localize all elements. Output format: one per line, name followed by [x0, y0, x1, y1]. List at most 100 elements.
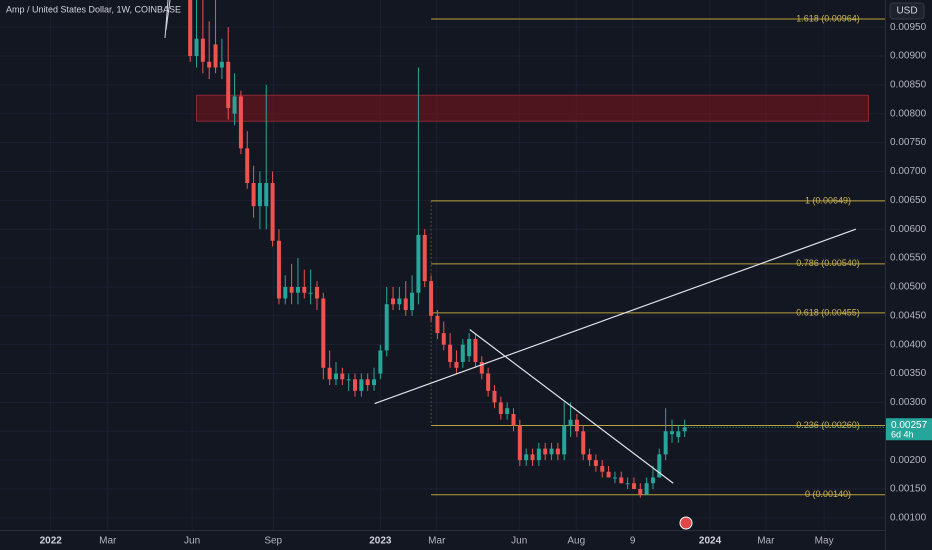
- candle-body: [581, 431, 586, 455]
- candle-body: [511, 413, 516, 426]
- candle-body: [422, 234, 427, 282]
- y-tick-label: 0.00100: [890, 513, 927, 524]
- candle-body: [314, 286, 319, 299]
- y-tick-label: 0.00700: [890, 166, 927, 177]
- drawing-fragment: [164, 0, 171, 39]
- candle-body: [448, 344, 453, 362]
- fib-label: 1 (0.00649): [805, 195, 851, 205]
- x-tick-label: 2024: [699, 536, 722, 547]
- candle-body: [372, 379, 377, 386]
- grid: [0, 0, 885, 530]
- candle-body: [676, 431, 681, 438]
- zone: [196, 94, 870, 122]
- price-tag: [886, 418, 932, 441]
- candle-body: [257, 183, 262, 207]
- candle-body: [492, 390, 497, 403]
- x-tick-label: Jun: [511, 536, 527, 547]
- candle-body: [270, 183, 275, 241]
- x-tick-label: 2023: [369, 536, 392, 547]
- x-tick-label: 2022: [40, 536, 63, 547]
- candle-body: [549, 448, 554, 455]
- y-tick-label: 0.00400: [890, 339, 927, 350]
- y-tick-label: 0.00750: [890, 137, 927, 148]
- candle-body: [505, 408, 510, 414]
- candle-body: [200, 38, 205, 62]
- candle-body: [625, 483, 630, 485]
- axes: 0.001000.001500.002000.002500.003000.003…: [40, 22, 932, 547]
- price-tag-label: 0.00257: [891, 420, 928, 431]
- candle-body: [517, 425, 522, 461]
- fib-label: 0.236 (0.00260): [796, 420, 860, 430]
- currency-button[interactable]: [889, 2, 925, 20]
- x-tick-label: Mar: [757, 536, 775, 547]
- candle-body: [295, 286, 300, 293]
- x-tick-label: Mar: [99, 536, 117, 547]
- candle-body: [365, 379, 370, 386]
- y-tick-label: 0.00150: [890, 484, 927, 495]
- candle-body: [219, 61, 224, 68]
- candle-body: [657, 454, 662, 478]
- candle-body: [663, 431, 668, 455]
- candle-body: [441, 333, 446, 345]
- y-tick-label: 0.00600: [890, 224, 927, 235]
- candle-body: [384, 304, 389, 351]
- event-icon[interactable]: [679, 516, 693, 530]
- candle-body: [669, 431, 674, 435]
- candle-body: [226, 61, 231, 108]
- x-tick-label: Mar: [428, 536, 446, 547]
- candle-body: [264, 183, 269, 207]
- currency-label[interactable]: USD: [896, 6, 917, 17]
- y-tick-label: 0.00800: [890, 108, 927, 119]
- y-tick-label: 0.00200: [890, 455, 927, 466]
- candle-body: [555, 448, 560, 455]
- candle-body: [397, 298, 402, 305]
- candle-body: [302, 286, 307, 293]
- candle-body: [600, 465, 605, 472]
- candle-body: [568, 419, 573, 426]
- candle-body: [353, 379, 358, 391]
- x-tick-label: Jun: [184, 536, 200, 547]
- x-tick-label: Sep: [264, 536, 282, 547]
- fib-label: 1.618 (0.00964): [796, 13, 860, 23]
- candle-body: [543, 448, 548, 455]
- candle-body: [188, 0, 193, 57]
- chart-title: Amp / United States Dollar, 1W, COINBASE: [6, 4, 181, 14]
- candle-body: [403, 298, 408, 311]
- trendline: [374, 228, 857, 405]
- candle-body: [327, 367, 332, 380]
- candle-body: [321, 298, 326, 368]
- candle-body: [638, 489, 643, 495]
- candle-body: [467, 338, 472, 357]
- candle-body: [479, 361, 484, 374]
- trendline: [469, 329, 674, 484]
- candle-body: [454, 361, 459, 368]
- candle-body: [238, 96, 243, 149]
- candle-body: [308, 292, 313, 294]
- candle-body: [194, 38, 199, 57]
- x-tick-label: Aug: [567, 536, 585, 547]
- candle-body: [276, 240, 281, 299]
- candle-body: [524, 454, 529, 461]
- y-tick-label: 0.00450: [890, 310, 927, 321]
- y-tick-label: 0.00950: [890, 22, 927, 33]
- y-tick-label: 0.00900: [890, 51, 927, 62]
- candle-body: [562, 425, 567, 455]
- candle-body: [232, 96, 237, 114]
- candle-body: [536, 448, 541, 461]
- candle-body: [251, 183, 256, 207]
- candle-body: [473, 338, 478, 362]
- fib-label: 0.618 (0.00455): [796, 307, 860, 317]
- x-tick-label: 9: [630, 536, 636, 547]
- plot: 1.618 (0.00964) 1 (0.00649) 0.786 (0.00540…: [188, 0, 885, 499]
- candle-body: [606, 471, 611, 478]
- candle-body: [283, 286, 288, 299]
- fib-label: 0.786 (0.00540): [796, 258, 860, 268]
- candle-body: [340, 373, 345, 380]
- candle-body: [593, 460, 598, 466]
- candle-body: [435, 315, 440, 334]
- candle-body: [650, 477, 655, 484]
- candle-body: [587, 454, 592, 461]
